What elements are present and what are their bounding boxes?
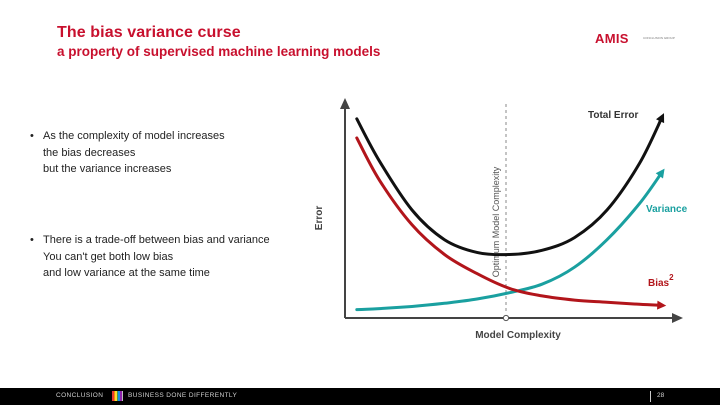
- footer-tagline: BUSINESS DONE DIFFERENTLY: [128, 392, 238, 399]
- x-axis-label: Model Complexity: [475, 330, 561, 341]
- slide-title: The bias variance curse: [57, 24, 241, 41]
- bullet-marker: •: [30, 130, 34, 142]
- x-axis-arrow: [672, 313, 683, 323]
- logo-tagline: CONCLUSION GROUP: [643, 36, 675, 40]
- y-axis-label: Error: [314, 206, 325, 231]
- optimum-label: Optimum Model Complexity: [491, 166, 501, 277]
- page-number: 28: [657, 392, 665, 399]
- bias-variance-chart: Optimum Model Complexity Error Model Com…: [314, 98, 688, 341]
- logo-text: AMIS: [595, 31, 629, 46]
- bullet-line: but the variance increases: [43, 163, 172, 175]
- bias-label-text: Bias: [648, 278, 670, 289]
- footer-stripe: [118, 391, 120, 401]
- footer-stripe: [119, 391, 122, 401]
- footer-stripe: [112, 391, 114, 401]
- series-label-total-error: Total Error: [588, 110, 638, 121]
- amis-logo: AMIS CONCLUSION GROUP: [595, 30, 675, 50]
- series-bias-arrowhead: [657, 300, 667, 310]
- bullet-line: the bias decreases: [43, 146, 136, 159]
- series-layer: [355, 113, 667, 312]
- footer-color-stripes: [112, 391, 124, 401]
- optimum-marker: [502, 314, 510, 322]
- footer-brand: CONCLUSION: [56, 392, 104, 399]
- series-total-error-arrowhead: [656, 113, 665, 124]
- page-separator: [650, 391, 651, 402]
- footer-stripe: [121, 391, 124, 401]
- bullet-line: You can't get both low bias: [43, 250, 174, 263]
- series-variance: [355, 170, 664, 312]
- slide-subtitle: a property of supervised machine learnin…: [57, 44, 381, 59]
- bullet-line: As the complexity of model increases: [43, 130, 225, 142]
- bullet-line: and low variance at the same time: [43, 267, 210, 279]
- footer-stripe: [116, 391, 119, 401]
- series-bias: [355, 136, 664, 307]
- series-label-variance: Variance: [646, 204, 688, 215]
- series-variance-arrowhead: [655, 168, 665, 179]
- y-axis-arrow: [340, 98, 350, 109]
- series-label-bias: Bias2: [648, 273, 674, 289]
- bullet-marker: •: [30, 234, 34, 246]
- bullet-line: There is a trade-off between bias and va…: [43, 234, 270, 246]
- series-total-error: [355, 115, 664, 257]
- bias-label-superscript: 2: [669, 273, 674, 282]
- footer-bar: CONCLUSION BUSINESS DONE DIFFERENTLY 28: [0, 388, 720, 405]
- footer-stripe: [115, 391, 117, 401]
- footer-stripe: [113, 391, 116, 401]
